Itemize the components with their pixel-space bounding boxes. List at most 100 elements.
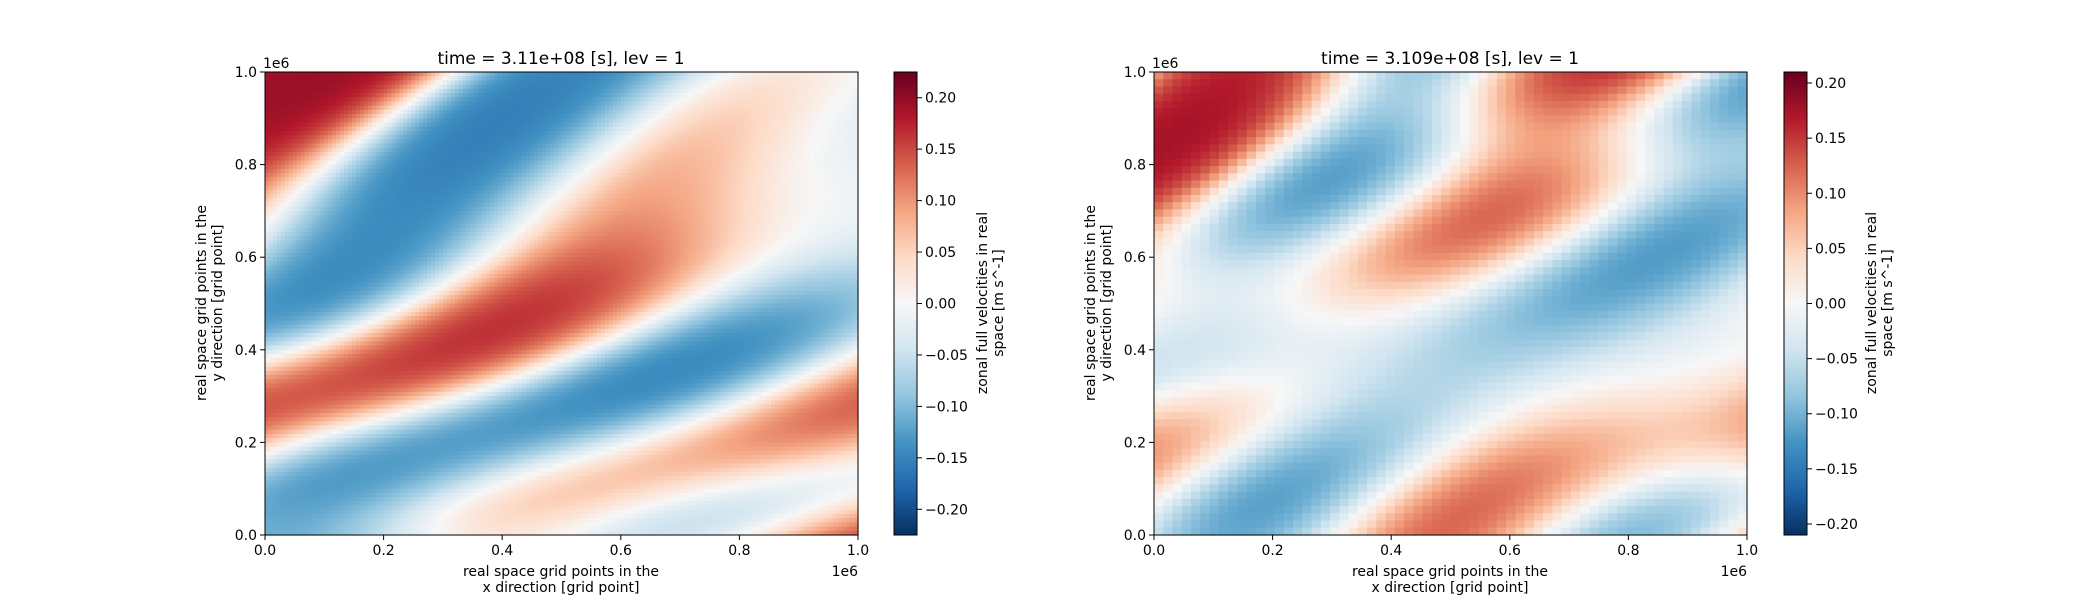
heatmap-cell bbox=[288, 122, 294, 128]
heatmap-cell bbox=[407, 135, 412, 140]
heatmap-cell bbox=[711, 109, 717, 115]
heatmap-cell bbox=[695, 202, 701, 208]
heatmap-cell bbox=[458, 198, 464, 204]
heatmap-cell bbox=[640, 122, 646, 128]
heatmap-cell bbox=[597, 156, 602, 161]
heatmap-cell bbox=[727, 80, 733, 86]
heatmap-cell bbox=[292, 189, 298, 195]
heatmap-cell bbox=[814, 181, 820, 187]
heatmap-cell bbox=[284, 88, 290, 94]
heatmap-cell bbox=[320, 194, 325, 199]
heatmap-cell bbox=[668, 130, 673, 136]
heatmap-cell bbox=[806, 135, 812, 140]
heatmap-cell bbox=[810, 88, 816, 94]
heatmap-cell bbox=[668, 206, 673, 212]
heatmap-cell bbox=[676, 118, 681, 124]
heatmap-cell bbox=[850, 130, 855, 136]
heatmap-cell bbox=[502, 122, 507, 128]
heatmap-cell bbox=[719, 147, 725, 153]
heatmap-cell bbox=[620, 151, 626, 157]
heatmap-cell bbox=[565, 97, 570, 103]
heatmap-cell bbox=[395, 130, 401, 136]
heatmap-cell bbox=[565, 202, 570, 208]
heatmap-cell bbox=[399, 147, 404, 153]
heatmap-cell bbox=[529, 109, 535, 115]
heatmap-cell bbox=[711, 88, 717, 94]
heatmap-cell bbox=[767, 156, 772, 161]
heatmap-cell bbox=[778, 93, 784, 98]
heatmap-cell bbox=[284, 114, 290, 119]
heatmap-cell bbox=[838, 101, 843, 107]
heatmap-cell bbox=[723, 88, 729, 94]
heatmap-cell bbox=[806, 202, 812, 208]
heatmap-cell bbox=[411, 198, 416, 204]
heatmap-cell bbox=[636, 202, 642, 208]
heatmap-cell bbox=[478, 147, 484, 153]
heatmap-cell bbox=[616, 72, 622, 77]
heatmap-cell bbox=[818, 114, 824, 119]
heatmap-cell bbox=[470, 189, 476, 195]
heatmap-cell bbox=[312, 118, 317, 124]
heatmap-cell bbox=[525, 88, 531, 94]
heatmap-cell bbox=[601, 173, 606, 178]
heatmap-cell bbox=[636, 194, 642, 199]
heatmap-cell bbox=[308, 143, 314, 149]
heatmap-cell bbox=[300, 143, 306, 149]
heatmap-cell bbox=[616, 135, 622, 140]
heatmap-cell bbox=[272, 126, 278, 132]
heatmap-cell bbox=[731, 206, 737, 212]
heatmap-cell bbox=[695, 135, 701, 140]
heatmap-cell bbox=[802, 76, 808, 82]
heatmap-cell bbox=[466, 160, 472, 166]
heatmap-cell bbox=[719, 139, 725, 145]
heatmap-cell bbox=[597, 198, 602, 204]
heatmap-cell bbox=[328, 114, 333, 119]
heatmap-cell bbox=[569, 202, 574, 208]
heatmap-cell bbox=[415, 88, 420, 94]
heatmap-cell bbox=[838, 151, 843, 157]
heatmap-cell bbox=[474, 139, 480, 145]
heatmap-cell bbox=[403, 151, 408, 157]
heatmap-cell bbox=[763, 118, 768, 124]
heatmap-cell bbox=[636, 105, 642, 111]
heatmap-cell bbox=[355, 97, 361, 103]
heatmap-cell bbox=[545, 72, 551, 77]
heatmap-cell bbox=[490, 122, 495, 128]
heatmap-cell bbox=[320, 206, 325, 212]
heatmap-cell bbox=[695, 80, 701, 86]
heatmap-cell bbox=[403, 76, 408, 82]
heatmap-cell bbox=[506, 194, 511, 199]
heatmap-cell bbox=[466, 109, 472, 115]
heatmap-cell bbox=[826, 168, 831, 174]
heatmap-cell bbox=[577, 93, 582, 98]
heatmap-cell bbox=[521, 118, 527, 124]
heatmap-cell bbox=[328, 151, 333, 157]
heatmap-cell bbox=[549, 122, 555, 128]
heatmap-cell bbox=[423, 88, 428, 94]
heatmap-cell bbox=[739, 80, 744, 86]
heatmap-cell bbox=[533, 168, 539, 174]
heatmap-cell bbox=[458, 151, 464, 157]
heatmap-cell bbox=[664, 173, 669, 178]
heatmap-cell bbox=[767, 147, 772, 153]
heatmap-cell bbox=[490, 151, 495, 157]
heatmap-cell bbox=[379, 122, 385, 128]
heatmap-cell bbox=[442, 80, 448, 86]
heatmap-cell bbox=[296, 114, 302, 119]
heatmap-cell bbox=[684, 160, 689, 166]
heatmap-cell bbox=[644, 173, 650, 178]
heatmap-cell bbox=[482, 206, 487, 212]
heatmap-cell bbox=[486, 151, 491, 157]
heatmap-cell bbox=[648, 173, 654, 178]
heatmap-cell bbox=[818, 126, 824, 132]
heatmap-cell bbox=[348, 97, 353, 103]
heatmap-cell bbox=[581, 206, 586, 212]
heatmap-cell bbox=[300, 139, 306, 145]
heatmap-cell bbox=[597, 72, 602, 77]
heatmap-cell bbox=[446, 130, 452, 136]
heatmap-cell bbox=[525, 151, 531, 157]
heatmap-cell bbox=[577, 181, 582, 187]
heatmap-cell bbox=[601, 185, 606, 191]
heatmap-cell bbox=[332, 114, 337, 119]
heatmap-cell bbox=[312, 185, 317, 191]
